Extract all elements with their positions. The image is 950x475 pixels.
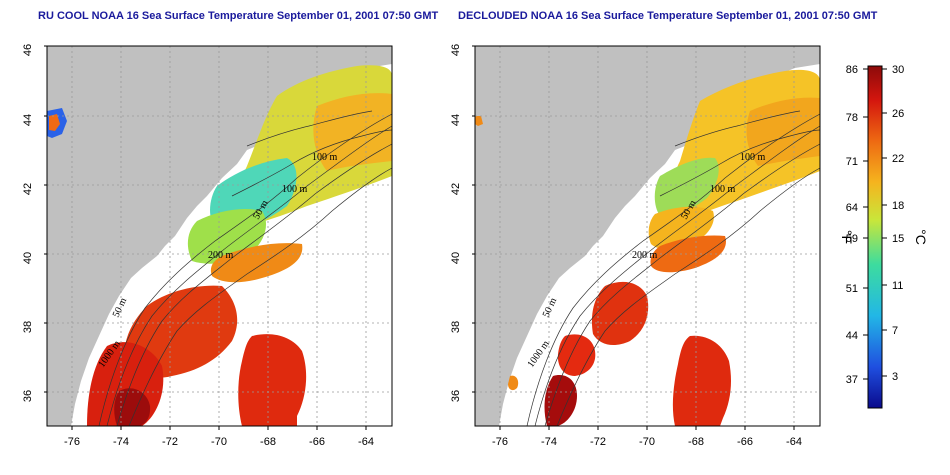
right-contour-label-2: 100 m xyxy=(710,184,736,195)
right-x-tick-76: -76 xyxy=(492,436,508,448)
right-y-tick-38: 38 xyxy=(450,321,462,333)
left-y-tick-46: 46 xyxy=(22,44,34,56)
left-x-tick-70: -70 xyxy=(211,436,227,448)
right-x-tick-72: -72 xyxy=(590,436,606,448)
right-y-axis: 46 44 42 40 38 36 xyxy=(450,44,475,402)
colorbar-f-tick-59: 59 xyxy=(846,233,858,245)
right-y-tick-46: 46 xyxy=(450,44,462,56)
colorbar-f-tick-44: 44 xyxy=(846,330,858,342)
right-y-tick-42: 42 xyxy=(450,183,462,195)
left-contour-label-2: 100 m xyxy=(282,184,308,195)
colorbar-f-tick-37: 37 xyxy=(846,374,858,386)
colorbar: 86 78 71 64 59 51 44 37 30 26 22 18 15 1… xyxy=(839,64,929,409)
left-contour-label-1: 100 m xyxy=(312,152,338,163)
left-x-tick-66: -66 xyxy=(309,436,325,448)
right-x-tick-70: -70 xyxy=(639,436,655,448)
left-x-tick-74: -74 xyxy=(113,436,129,448)
right-y-tick-44: 44 xyxy=(450,114,462,126)
left-y-tick-36: 36 xyxy=(22,390,34,402)
colorbar-c-tick-22: 22 xyxy=(892,153,904,165)
colorbar-c-tick-30: 30 xyxy=(892,64,904,76)
colorbar-celsius-unit: °C xyxy=(913,229,929,245)
colorbar-f-tick-78: 78 xyxy=(846,112,858,124)
left-y-tick-40: 40 xyxy=(22,252,34,264)
left-y-tick-38: 38 xyxy=(22,321,34,333)
colorbar-c-tick-18: 18 xyxy=(892,200,904,212)
right-y-tick-36: 36 xyxy=(450,390,462,402)
right-contour-label-1: 100 m xyxy=(740,152,766,163)
right-x-tick-68: -68 xyxy=(688,436,704,448)
left-y-tick-44: 44 xyxy=(22,114,34,126)
left-y-axis: 46 44 42 40 38 36 xyxy=(22,44,47,402)
colorbar-c-tick-26: 26 xyxy=(892,108,904,120)
colorbar-c-tick-3: 3 xyxy=(892,371,898,383)
colorbar-f-tick-86: 86 xyxy=(846,64,858,76)
left-x-tick-76: -76 xyxy=(64,436,80,448)
right-x-axis: -76 -74 -72 -70 -68 -66 -64 xyxy=(492,426,802,448)
left-x-tick-68: -68 xyxy=(260,436,276,448)
left-panel-title: RU COOL NOAA 16 Sea Surface Temperature … xyxy=(38,10,439,22)
right-x-tick-64: -64 xyxy=(786,436,802,448)
colorbar-f-tick-64: 64 xyxy=(846,202,858,214)
colorbar-c-tick-11: 11 xyxy=(892,280,903,292)
right-y-tick-40: 40 xyxy=(450,252,462,264)
colorbar-c-tick-7: 7 xyxy=(892,325,898,337)
left-x-axis: -76 -74 -72 -70 -68 -66 -64 xyxy=(64,426,374,448)
colorbar-c-tick-15: 15 xyxy=(892,233,904,245)
right-contour-label-4: 200 m xyxy=(632,250,658,261)
right-x-tick-66: -66 xyxy=(737,436,753,448)
colorbar-f-tick-51: 51 xyxy=(846,283,858,295)
left-contour-label-4: 200 m xyxy=(208,250,234,261)
left-map-panel: 100 m 100 m 50 m 200 m 50 m 1000 m 46 44… xyxy=(22,44,393,448)
left-y-tick-42: 42 xyxy=(22,183,34,195)
right-panel-title: DECLOUDED NOAA 16 Sea Surface Temperatur… xyxy=(458,10,878,22)
colorbar-fahrenheit-unit: °F xyxy=(839,230,855,244)
left-x-tick-72: -72 xyxy=(162,436,178,448)
right-x-tick-74: -74 xyxy=(541,436,557,448)
colorbar-gradient xyxy=(867,65,883,409)
right-map-panel: 100 m 100 m 50 m 200 m 50 m 1000 m 46 44… xyxy=(450,44,821,448)
colorbar-f-tick-71: 71 xyxy=(846,156,858,168)
left-x-tick-64: -64 xyxy=(358,436,374,448)
